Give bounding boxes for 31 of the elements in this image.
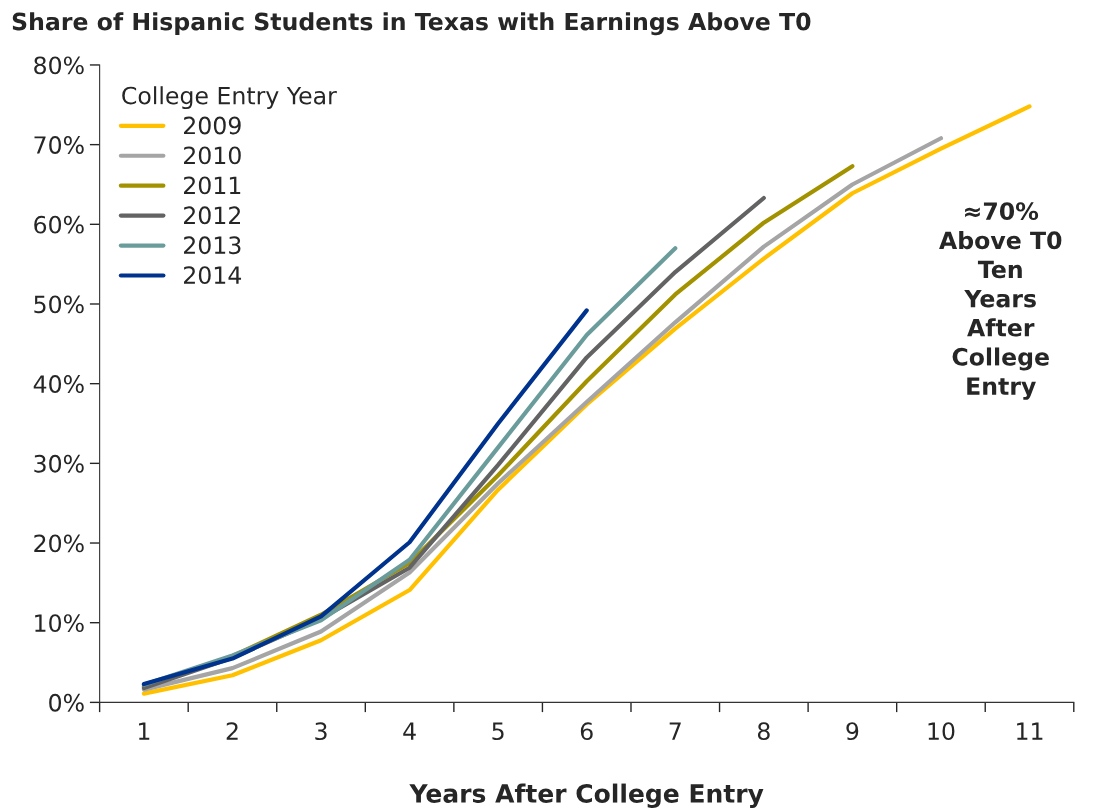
legend-label: 2014	[184, 266, 242, 285]
y-tick-label: 80%	[34, 56, 84, 75]
annotation: ≈70% Above T0 Ten Years After College Entry	[939, 202, 1062, 400]
x-tick-label: 8	[757, 722, 770, 741]
y-tick-label: 70%	[34, 136, 84, 154]
x-tick-label: 10	[928, 722, 955, 741]
x-tick-label: 7	[669, 722, 681, 740]
y-tick-label: 30%	[34, 454, 84, 473]
x-tick-label: 4	[403, 722, 416, 740]
x-tick-label: 9	[846, 722, 859, 741]
legend-label: 2011	[184, 176, 241, 195]
y-tick-label: 50%	[34, 295, 84, 314]
legend-title: College Entry Year	[122, 86, 337, 110]
y-tick-label: 40%	[33, 375, 84, 393]
legend-label: 2013	[184, 236, 241, 255]
x-axis-title: Years After College Entry	[409, 783, 764, 808]
line-series	[141, 308, 589, 687]
legend-label: 2009	[184, 116, 241, 135]
y-tick-label: 20%	[34, 534, 84, 553]
y-tick-label: 0%	[49, 693, 84, 712]
x-tick-label: 11	[1017, 722, 1043, 740]
x-tick-label: 5	[492, 722, 504, 741]
x-tick-label: 3	[315, 722, 327, 741]
legend-label: 2010	[184, 146, 241, 165]
y-tick-label: 10%	[35, 614, 84, 633]
chart-title: Share of Hispanic Students in Texas with Earnings Above T0	[12, 12, 811, 36]
x-tick-label: 1	[138, 722, 150, 740]
x-tick-label: 6	[580, 722, 593, 741]
y-tick-label: 60%	[34, 215, 84, 234]
x-tick-label: 2	[226, 722, 238, 740]
legend-label: 2012	[184, 206, 240, 225]
